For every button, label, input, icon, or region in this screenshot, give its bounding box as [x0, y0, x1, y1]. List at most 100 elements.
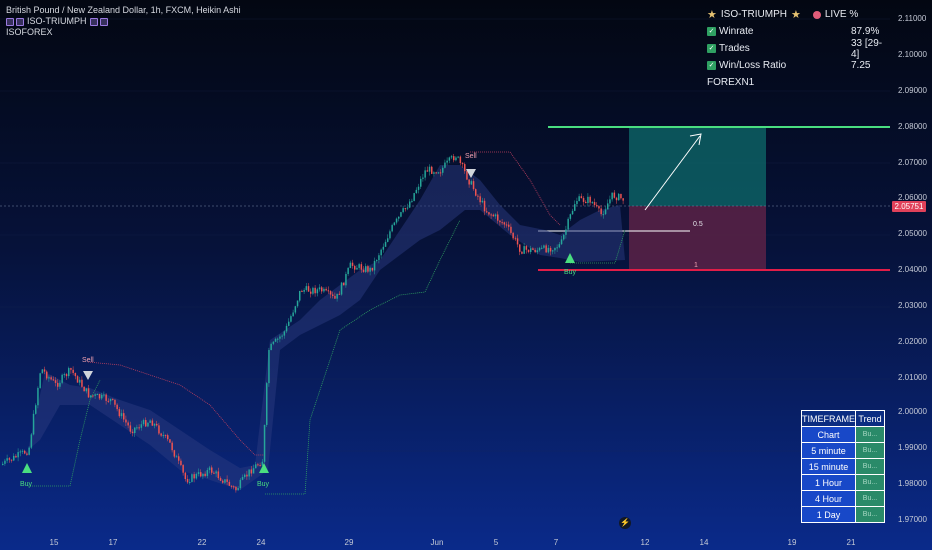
candle	[365, 266, 367, 272]
sell-marker[interactable]	[466, 169, 476, 178]
candle	[290, 316, 292, 322]
candle	[35, 405, 37, 414]
candle	[574, 204, 576, 211]
price-tick: 2.09000	[898, 86, 927, 95]
candle	[296, 300, 299, 307]
candle	[503, 222, 506, 225]
candle	[211, 467, 213, 473]
candle	[409, 201, 411, 208]
candle	[109, 398, 112, 402]
candle	[433, 172, 435, 174]
candle	[521, 251, 523, 254]
buy-marker[interactable]	[22, 463, 32, 473]
candle	[472, 181, 475, 190]
candle	[193, 474, 195, 479]
candle	[272, 341, 275, 344]
candle	[83, 386, 85, 392]
eye-icon[interactable]	[6, 17, 14, 26]
stats-label: Winrate	[719, 26, 754, 37]
candle	[114, 399, 116, 405]
candle	[281, 335, 283, 337]
candle	[182, 465, 184, 473]
lightning-icon[interactable]: ⚡	[619, 517, 631, 529]
candle	[527, 249, 530, 253]
candle	[395, 218, 398, 223]
trend-cell: Bu...	[855, 490, 885, 507]
tf-cell: Chart	[801, 426, 856, 443]
timeframe-table: TIMEFRAME Trend Chart Bu... 5 minute Bu.…	[801, 410, 885, 523]
candle	[534, 249, 536, 253]
candle	[59, 382, 61, 387]
price-tick: 2.07000	[898, 158, 927, 167]
candle	[565, 229, 567, 235]
candle	[382, 246, 385, 250]
stats-panel: ★ ISO-TRIUMPH ★ LIVE % ✓ Winrate 87.9% ✓…	[707, 6, 887, 91]
buy-marker[interactable]	[259, 463, 269, 473]
candle	[239, 479, 242, 489]
candle	[288, 321, 290, 326]
tf-cell: 5 minute	[801, 442, 856, 459]
candle	[206, 470, 209, 476]
stats-value: 33 [29-4]	[851, 37, 883, 60]
stats-row: ✓ Win/Loss Ratio 7.25	[707, 57, 887, 74]
close-icon[interactable]	[99, 17, 108, 26]
candle	[173, 450, 176, 457]
candles	[2, 153, 624, 493]
candle	[213, 472, 215, 474]
candle	[226, 479, 228, 482]
candle	[604, 209, 607, 215]
candle	[274, 338, 277, 342]
candle	[283, 331, 286, 336]
candle	[459, 156, 462, 164]
price-tick: 2.04000	[898, 265, 927, 274]
sub-label: ISOFOREX	[6, 27, 53, 37]
candle	[461, 163, 464, 165]
candle	[39, 373, 41, 388]
settings-icon[interactable]	[89, 17, 98, 26]
candle	[79, 379, 81, 383]
buy-marker[interactable]	[565, 253, 575, 263]
candle	[450, 156, 453, 158]
candle	[21, 450, 24, 452]
candle	[125, 419, 127, 423]
candle	[554, 247, 556, 251]
candle	[68, 368, 70, 377]
candle	[138, 427, 140, 429]
sell-marker[interactable]	[83, 371, 93, 380]
stats-label: Trades	[719, 43, 750, 54]
candle	[140, 424, 143, 428]
gear-icon[interactable]	[16, 17, 24, 26]
candle	[65, 374, 68, 377]
candle	[54, 380, 57, 383]
candle	[538, 247, 541, 251]
candle	[494, 214, 497, 217]
candle	[8, 458, 11, 460]
price-tick: 1.98000	[898, 479, 927, 488]
candle	[94, 394, 96, 396]
candle	[369, 267, 371, 272]
candle	[510, 226, 512, 233]
candle	[171, 442, 173, 451]
stats-footer: FOREXN1	[707, 77, 755, 88]
tf-header: TIMEFRAME	[801, 410, 856, 427]
candle	[81, 379, 83, 387]
candle	[340, 282, 343, 295]
symbol-title[interactable]: British Pound / New Zealand Dollar, 1h, …	[6, 5, 241, 15]
candle	[532, 248, 534, 250]
candle	[323, 288, 325, 292]
candle	[318, 287, 321, 290]
candle	[250, 469, 253, 474]
candle	[268, 350, 270, 384]
candle	[411, 200, 413, 202]
candle	[307, 286, 310, 292]
candle	[362, 269, 365, 272]
candle	[48, 377, 50, 379]
indicator-name[interactable]: ISO-TRIUMPH	[27, 16, 87, 26]
candle	[230, 485, 233, 487]
time-tick: 29	[344, 538, 354, 547]
candle	[336, 293, 338, 299]
candle	[15, 455, 17, 458]
candle	[547, 247, 550, 253]
stop-label: 1	[694, 262, 698, 269]
